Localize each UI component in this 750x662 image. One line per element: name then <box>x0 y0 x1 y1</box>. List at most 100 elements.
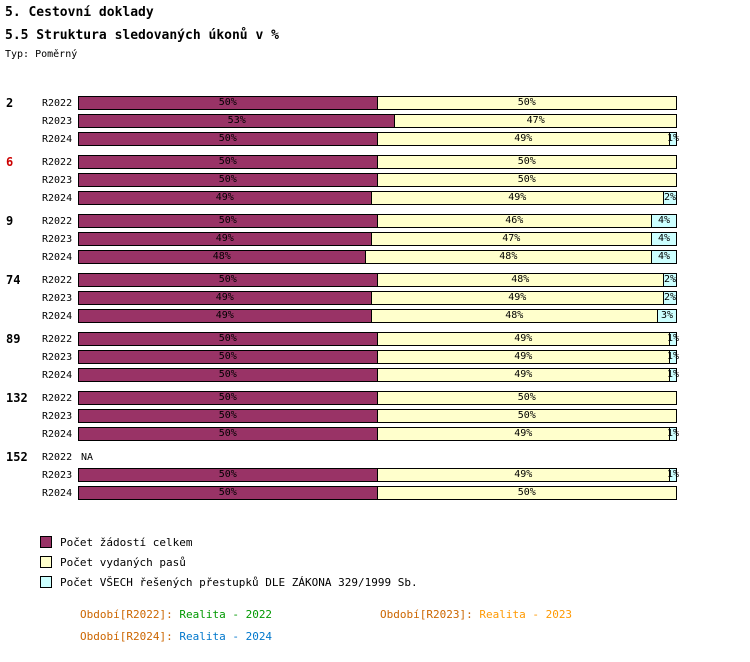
segment-value-label: 1% <box>666 351 680 362</box>
period-label: R2024 <box>42 192 73 204</box>
bar-segment-series3: 4% <box>652 251 676 263</box>
bar-segment-series1: 50% <box>79 274 378 286</box>
segment-value-label: 50% <box>517 487 536 498</box>
bar-row: R2023 50% 49% 1% <box>0 348 750 366</box>
segment-value-label: 49% <box>215 292 234 303</box>
bar-segment-series2: 49% <box>377 133 671 145</box>
bar-segment-series3: 1% <box>667 133 679 145</box>
bar-segment-series3: 2% <box>664 274 676 286</box>
bar-segment-series2: 48% <box>377 274 665 286</box>
period-value-r2022: Realita - 2022 <box>179 608 273 621</box>
group-label: 6 <box>6 155 14 169</box>
period-label: R2022 <box>42 392 73 404</box>
bar-segment-series3: 2% <box>664 192 676 204</box>
segment-value-label: 1% <box>666 469 680 480</box>
stacked-bar: 50% 49% 1% <box>78 468 680 482</box>
bar-segment-series2: 50% <box>377 156 676 168</box>
stacked-bar: 50% 49% 1% <box>78 350 680 364</box>
bar-row: 74 R2022 50% 48% 2% <box>0 271 750 289</box>
segment-value-label: 49% <box>508 192 527 203</box>
segment-value-label: 49% <box>514 428 533 439</box>
bar-segment-series1: 50% <box>79 351 378 363</box>
segment-value-label: 49% <box>215 310 234 321</box>
segment-value-label: 48% <box>499 251 518 262</box>
stacked-bar: 50% 46% 4% <box>78 214 677 228</box>
segment-value-label: 50% <box>218 469 237 480</box>
chart-legend: Počet žádostí celkem Počet vydaných pasů P… <box>40 532 750 592</box>
footer-item-r2024: Období[R2024]: Realita - 2024 <box>80 630 380 643</box>
period-label: R2022 <box>42 274 73 286</box>
bar-group: 132 R2022 50% 50% R2023 50% 50% R2024 50% 49% 1% <box>0 389 750 443</box>
stacked-bar: 50% 50% <box>78 96 677 110</box>
period-value-r2023: Realita - 2023 <box>479 608 573 621</box>
segment-value-label: 50% <box>218 156 237 167</box>
bar-row: R2023 49% 47% 4% <box>0 230 750 248</box>
bar-segment-series1: 49% <box>79 292 372 304</box>
segment-value-label: 50% <box>218 215 237 226</box>
segment-value-label: 50% <box>218 487 237 498</box>
bar-row: R2023 50% 49% 1% <box>0 466 750 484</box>
bar-segment-series2: 48% <box>371 310 659 322</box>
segment-value-label: 50% <box>517 410 536 421</box>
period-label: R2023 <box>42 292 73 304</box>
segment-value-label: 49% <box>514 351 533 362</box>
group-label: 2 <box>6 96 14 110</box>
legend-swatch-icon <box>40 576 52 588</box>
group-label: 74 <box>6 273 21 287</box>
segment-value-label: 46% <box>505 215 524 226</box>
period-prefix-r2022: Období[R2022]: <box>80 608 173 621</box>
bar-segment-series1: 50% <box>79 97 378 109</box>
bar-segment-series1: 50% <box>79 133 378 145</box>
segment-value-label: 47% <box>526 115 545 126</box>
bar-segment-series1: 53% <box>79 115 396 127</box>
bar-row: 89 R2022 50% 49% 1% <box>0 330 750 348</box>
bar-segment-series2: 48% <box>365 251 653 263</box>
segment-value-label: 2% <box>663 192 677 203</box>
segment-value-label: 49% <box>514 133 533 144</box>
segment-value-label: 50% <box>517 97 536 108</box>
group-label: 152 <box>6 450 28 464</box>
bar-segment-series1: 48% <box>79 251 366 263</box>
segment-value-label: 50% <box>218 351 237 362</box>
bar-segment-series3: 1% <box>667 428 679 440</box>
bar-segment-series2: 50% <box>377 410 676 422</box>
bar-segment-series1: 49% <box>79 192 372 204</box>
segment-value-label: 50% <box>218 333 237 344</box>
period-value-r2024: Realita - 2024 <box>179 630 273 643</box>
bar-segment-series2: 49% <box>377 351 671 363</box>
bar-row: R2024 50% 49% 1% <box>0 425 750 443</box>
stacked-bar: 50% 50% <box>78 173 677 187</box>
stacked-bar: 48% 48% 4% <box>78 250 677 264</box>
segment-value-label: 2% <box>663 292 677 303</box>
bar-segment-series2: 50% <box>377 487 676 499</box>
bar-row: R2023 50% 50% <box>0 407 750 425</box>
bar-segment-series2: 49% <box>377 333 671 345</box>
period-label: R2024 <box>42 369 73 381</box>
period-footer: Období[R2022]: Realita - 2022 Období[R20… <box>80 608 700 643</box>
period-label: R2022 <box>42 333 73 345</box>
bar-segment-series3: 4% <box>652 233 676 245</box>
bar-segment-series1: 49% <box>79 233 372 245</box>
bar-segment-series1: 50% <box>79 469 378 481</box>
report-title: 5. Cestovní doklady <box>5 5 154 20</box>
stacked-bar: 50% 49% 1% <box>78 332 679 346</box>
bar-segment-series1: 50% <box>79 215 378 227</box>
bar-group: 74 R2022 50% 48% 2% R2023 49% 49% 2% R2024 49% 48% 3… <box>0 271 750 325</box>
segment-value-label: 47% <box>502 233 521 244</box>
bar-row: R2024 50% 49% 1% <box>0 130 750 148</box>
group-label: 89 <box>6 332 21 346</box>
bar-segment-series3: 1% <box>666 469 680 481</box>
bar-segment-series2: 50% <box>377 392 676 404</box>
bar-segment-series2: 46% <box>377 215 653 227</box>
stacked-bar-chart: 2 R2022 50% 50% R2023 53% 47% R2024 50% 49% 1% 6 R20… <box>0 94 750 502</box>
legend-label: Počet VŠECH řešených přestupků DLE ZÁKON… <box>60 575 418 589</box>
bar-segment-series2: 49% <box>377 428 671 440</box>
bar-segment-series3: 4% <box>652 215 676 227</box>
segment-value-label: 3% <box>660 310 674 321</box>
bar-segment-series2: 49% <box>371 192 665 204</box>
bar-segment-series3: 2% <box>664 292 676 304</box>
bar-segment-series2: 49% <box>371 292 665 304</box>
period-label: R2023 <box>42 469 73 481</box>
bar-row: 2 R2022 50% 50% <box>0 94 750 112</box>
period-label: R2022 <box>42 451 73 463</box>
